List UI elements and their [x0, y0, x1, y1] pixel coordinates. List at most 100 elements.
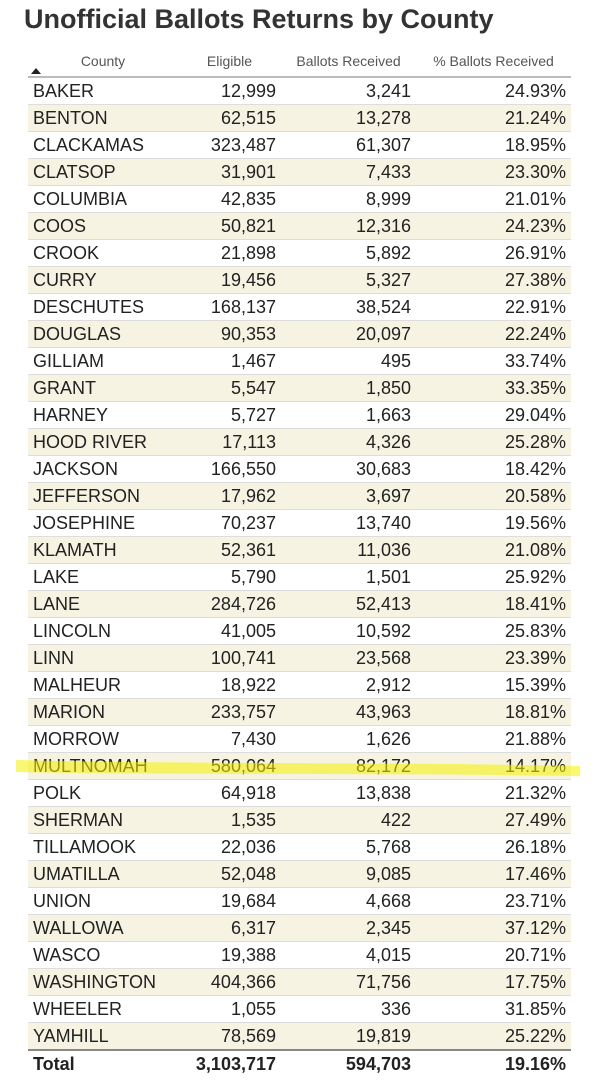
table-row: WHEELER 1,055 336 31.85% — [28, 995, 571, 1023]
number-cell: 168,137 — [178, 293, 281, 321]
table-row: WASHINGTON 404,366 71,756 17.75% — [28, 968, 571, 996]
number-cell: 24.23% — [416, 212, 571, 240]
table-row: COOS 50,821 12,316 24.23% — [28, 212, 571, 240]
header-cell[interactable]: Eligible — [178, 45, 281, 78]
number-cell: 52,361 — [178, 536, 281, 564]
number-cell: 30,683 — [281, 455, 416, 483]
county-table: County Eligible Ballots Received % Ballo… — [28, 45, 571, 1077]
county-cell: JEFFERSON — [28, 482, 178, 510]
table-row: WASCO 19,388 4,015 20.71% — [28, 941, 571, 969]
number-cell: 594,703 — [281, 1049, 416, 1077]
number-cell: 64,918 — [178, 779, 281, 807]
table-row: JACKSON 166,550 30,683 18.42% — [28, 455, 571, 483]
number-cell: 18.81% — [416, 698, 571, 726]
number-cell: 41,005 — [178, 617, 281, 645]
county-cell: JOSEPHINE — [28, 509, 178, 537]
number-cell: 100,741 — [178, 644, 281, 672]
table-header: County Eligible Ballots Received % Ballo… — [28, 45, 571, 78]
header-cell[interactable]: County — [28, 45, 178, 78]
header-label: Ballots Received — [296, 52, 401, 69]
county-cell: KLAMATH — [28, 536, 178, 564]
county-cell: COLUMBIA — [28, 185, 178, 213]
number-cell: 21.24% — [416, 104, 571, 132]
number-cell: 29.04% — [416, 401, 571, 429]
number-cell: 336 — [281, 995, 416, 1023]
number-cell: 90,353 — [178, 320, 281, 348]
header-cell[interactable]: % Ballots Received — [416, 45, 571, 78]
number-cell: 1,055 — [178, 995, 281, 1023]
table-row: MALHEUR 18,922 2,912 15.39% — [28, 671, 571, 699]
number-cell: 19,456 — [178, 266, 281, 294]
number-cell: 20.71% — [416, 941, 571, 969]
table-row: LAKE 5,790 1,501 25.92% — [28, 563, 571, 591]
number-cell: 4,326 — [281, 428, 416, 456]
number-cell: 166,550 — [178, 455, 281, 483]
county-cell: MALHEUR — [28, 671, 178, 699]
number-cell: 284,726 — [178, 590, 281, 618]
table-row: DESCHUTES 168,137 38,524 22.91% — [28, 293, 571, 321]
sort-arrow — [31, 68, 41, 74]
table-row: YAMHILL 78,569 19,819 25.22% — [28, 1022, 571, 1051]
number-cell: 23.71% — [416, 887, 571, 915]
number-cell: 71,756 — [281, 968, 416, 996]
number-cell: 12,316 — [281, 212, 416, 240]
table-row: DOUGLAS 90,353 20,097 22.24% — [28, 320, 571, 348]
number-cell: 5,547 — [178, 374, 281, 402]
table-body: BAKER 12,999 3,241 24.93% BENTON 62,515 13,278… — [28, 77, 571, 1077]
table-row: TILLAMOOK 22,036 5,768 26.18% — [28, 833, 571, 861]
number-cell: 21,898 — [178, 239, 281, 267]
county-cell: Total — [28, 1049, 178, 1077]
number-cell: 18.41% — [416, 590, 571, 618]
number-cell: 25.28% — [416, 428, 571, 456]
number-cell: 19,684 — [178, 887, 281, 915]
number-cell: 27.49% — [416, 806, 571, 834]
number-cell: 1,535 — [178, 806, 281, 834]
number-cell: 5,892 — [281, 239, 416, 267]
number-cell: 82,172 — [281, 752, 416, 780]
number-cell: 43,963 — [281, 698, 416, 726]
table-row: CURRY 19,456 5,327 27.38% — [28, 266, 571, 294]
number-cell: 25.22% — [416, 1022, 571, 1051]
number-cell: 3,103,717 — [178, 1049, 281, 1077]
number-cell: 5,327 — [281, 266, 416, 294]
number-cell: 17.75% — [416, 968, 571, 996]
table-row: GILLIAM 1,467 495 33.74% — [28, 347, 571, 375]
table-row: HARNEY 5,727 1,663 29.04% — [28, 401, 571, 429]
number-cell: 38,524 — [281, 293, 416, 321]
table-title: Unofficial Ballots Returns by County — [24, 4, 494, 34]
number-cell: 13,278 — [281, 104, 416, 132]
number-cell: 19,388 — [178, 941, 281, 969]
number-cell: 13,740 — [281, 509, 416, 537]
county-cell: LAKE — [28, 563, 178, 591]
number-cell: 33.35% — [416, 374, 571, 402]
header-cell[interactable]: Ballots Received — [281, 45, 416, 78]
number-cell: 19.56% — [416, 509, 571, 537]
header-label: Eligible — [206, 52, 253, 69]
table-row: UNION 19,684 4,668 23.71% — [28, 887, 571, 915]
number-cell: 21.08% — [416, 536, 571, 564]
table-row: GRANT 5,547 1,850 33.35% — [28, 374, 571, 402]
number-cell: 2,345 — [281, 914, 416, 942]
number-cell: 31,901 — [178, 158, 281, 186]
table-row: LINN 100,741 23,568 23.39% — [28, 644, 571, 672]
number-cell: 21.88% — [416, 725, 571, 753]
number-cell: 11,036 — [281, 536, 416, 564]
number-cell: 22.24% — [416, 320, 571, 348]
table-row: JEFFERSON 17,962 3,697 20.58% — [28, 482, 571, 510]
county-cell: HOOD RIVER — [28, 428, 178, 456]
number-cell: 61,307 — [281, 131, 416, 159]
table-row: MARION 233,757 43,963 18.81% — [28, 698, 571, 726]
number-cell: 37.12% — [416, 914, 571, 942]
number-cell: 24.93% — [416, 77, 571, 105]
county-cell: MORROW — [28, 725, 178, 753]
number-cell: 25.83% — [416, 617, 571, 645]
number-cell: 1,467 — [178, 347, 281, 375]
table-row: JOSEPHINE 70,237 13,740 19.56% — [28, 509, 571, 537]
table-row: CLATSOP 31,901 7,433 23.30% — [28, 158, 571, 186]
table-row: WALLOWA 6,317 2,345 37.12% — [28, 914, 571, 942]
header-row: County Eligible Ballots Received % Ballo… — [28, 45, 571, 78]
county-cell: POLK — [28, 779, 178, 807]
table-row: HOOD RIVER 17,113 4,326 25.28% — [28, 428, 571, 456]
county-cell: LANE — [28, 590, 178, 618]
number-cell: 7,430 — [178, 725, 281, 753]
